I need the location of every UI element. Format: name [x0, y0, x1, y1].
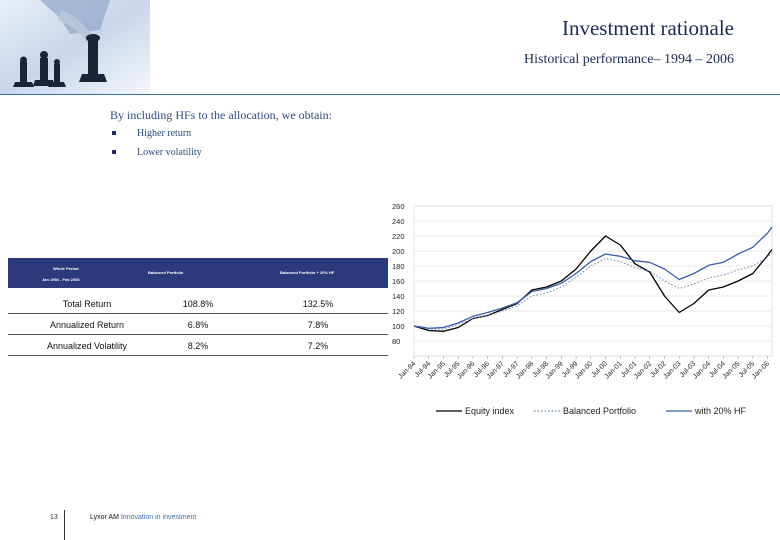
table-header-dates: Jan 1994 - Feb 2006 — [42, 277, 80, 282]
legend-label: with 20% HF — [694, 406, 747, 416]
row-value-balanced-hf: 7.8% — [307, 320, 329, 330]
y-tick-label: 180 — [392, 262, 405, 271]
table-row: Total Return 108.8% 132.5% — [8, 297, 388, 314]
bullet-square-icon — [112, 131, 116, 135]
row-label: Total Return — [62, 299, 112, 309]
series-line-0 — [413, 235, 773, 332]
series-line-1 — [413, 252, 773, 330]
footer-tagline: Innovation in investment — [120, 514, 197, 521]
legend-label: Equity index — [465, 406, 515, 416]
y-tick-label: 80 — [392, 337, 400, 346]
row-value-balanced: 108.8% — [182, 299, 214, 309]
table-row: Annualized Return 6.8% 7.8% — [8, 318, 388, 335]
performance-chart: 26024022020018016014012010080Jan-94Jul-9… — [392, 202, 773, 416]
y-tick-label: 160 — [392, 277, 405, 286]
table-header: Whole Period Jan 1994 - Feb 2006 Balance… — [8, 258, 388, 288]
y-tick-label: 200 — [392, 247, 405, 256]
bullet-list: Higher return Lower volatility — [110, 127, 202, 165]
bullet-text: Higher return — [137, 128, 192, 139]
intro-text: By including HFs to the allocation, we o… — [110, 108, 332, 122]
footer-text: Lyxor AM Innovation in investment — [90, 514, 196, 521]
header-divider — [0, 94, 780, 95]
series-line-2 — [413, 226, 773, 329]
y-tick-label: 100 — [392, 322, 405, 331]
table-header-balanced-hf: Balanced Portfolio + 20% HF — [280, 270, 335, 275]
footer-company: Lyxor AM — [90, 514, 119, 521]
legend-label: Balanced Portfolio — [563, 406, 636, 416]
y-tick-label: 220 — [392, 232, 405, 241]
table-row: Annualized Volatility 8.2% 7.2% — [8, 339, 388, 356]
row-value-balanced-hf: 132.5% — [302, 299, 334, 309]
row-value-balanced: 6.8% — [187, 320, 209, 330]
table-header-period: Whole Period — [53, 266, 79, 271]
page-title: Investment rationale — [561, 16, 734, 40]
bullet-item: Lower volatility — [110, 146, 202, 165]
table-header-balanced: Balanced Portfolio — [148, 270, 184, 275]
page-number: 13 — [50, 514, 58, 521]
x-tick-label: Jan-94 — [397, 360, 417, 380]
y-tick-label: 260 — [392, 202, 405, 211]
y-tick-label: 120 — [392, 307, 405, 316]
y-tick-label: 240 — [392, 217, 405, 226]
page-subtitle: Historical performance– 1994 – 2006 — [524, 52, 734, 67]
footer-divider — [64, 510, 65, 540]
bullet-square-icon — [112, 150, 116, 154]
row-label: Annualized Return — [49, 320, 125, 330]
row-label: Annualized Volatility — [46, 341, 128, 351]
chess-hero-image — [0, 0, 150, 94]
y-tick-label: 140 — [392, 292, 405, 301]
row-value-balanced-hf: 7.2% — [307, 341, 329, 351]
bullet-text: Lower volatility — [137, 147, 202, 158]
bullet-item: Higher return — [110, 127, 202, 146]
row-value-balanced: 8.2% — [187, 341, 209, 351]
